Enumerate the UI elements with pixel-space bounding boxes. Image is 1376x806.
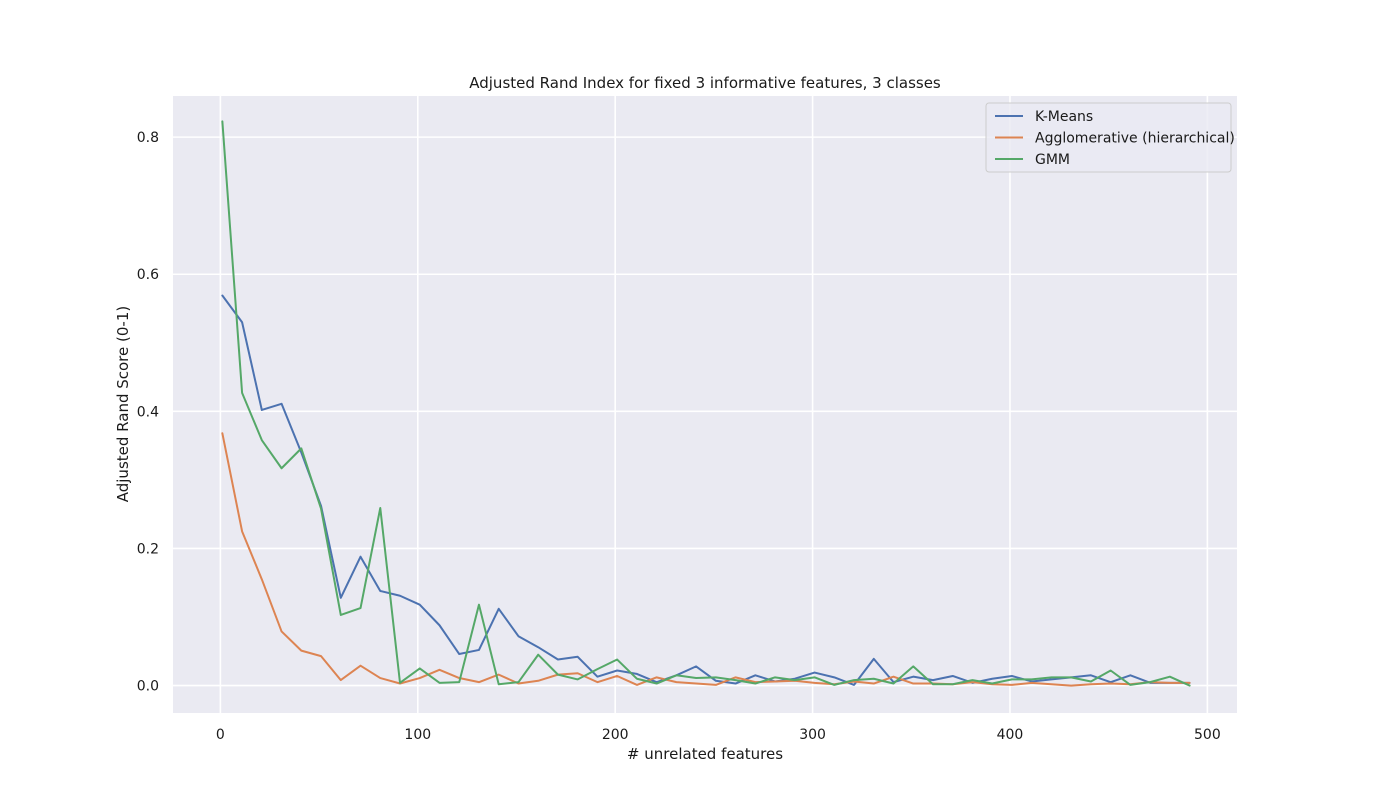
y-tick-label: 0.0 bbox=[137, 679, 159, 695]
x-tick-label: 0 bbox=[216, 727, 225, 743]
legend: K-Means Agglomerative (hierarchical) GMM bbox=[985, 102, 1235, 173]
y-tick-label: 0.4 bbox=[137, 404, 159, 420]
y-tick-label: 0.6 bbox=[137, 267, 159, 283]
x-tick-label: 300 bbox=[799, 727, 826, 743]
series-lines bbox=[221, 120, 1191, 687]
series-line-gmm bbox=[221, 120, 1191, 687]
legend-label: GMM bbox=[1035, 152, 1070, 168]
y-axis-label: Adjusted Rand Score (0-1) bbox=[114, 306, 132, 502]
chart-title: Adjusted Rand Index for fixed 3 informat… bbox=[469, 74, 941, 92]
x-axis-ticks: 0 100 200 300 400 500 bbox=[216, 727, 1221, 743]
y-axis-ticks: 0.0 0.2 0.4 0.6 0.8 bbox=[137, 130, 159, 694]
y-tick-label: 0.8 bbox=[137, 130, 159, 146]
x-tick-label: 500 bbox=[1194, 727, 1221, 743]
legend-items: K-Means Agglomerative (hierarchical) GMM bbox=[995, 109, 1235, 168]
plot-background bbox=[173, 96, 1237, 713]
x-tick-label: 200 bbox=[602, 727, 629, 743]
series-line-k-means bbox=[221, 294, 1191, 686]
legend-label: K-Means bbox=[1035, 109, 1093, 125]
grid bbox=[173, 96, 1237, 713]
series-line-agglomerative-hierarchical bbox=[221, 432, 1191, 687]
x-tick-label: 400 bbox=[997, 727, 1024, 743]
x-tick-label: 100 bbox=[404, 727, 431, 743]
legend-box bbox=[985, 102, 1232, 173]
x-axis-label: # unrelated features bbox=[627, 745, 783, 763]
legend-label: Agglomerative (hierarchical) bbox=[1035, 131, 1235, 147]
y-tick-label: 0.2 bbox=[137, 541, 159, 557]
